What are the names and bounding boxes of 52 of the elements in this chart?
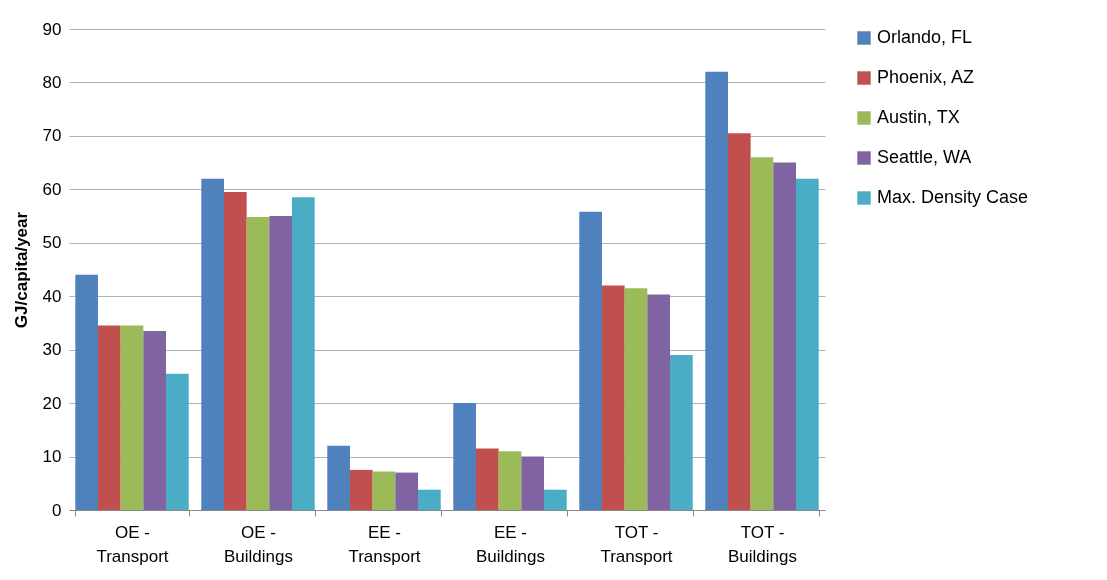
bar [269, 216, 293, 510]
bar [624, 288, 648, 510]
bar [143, 330, 167, 510]
bar [75, 274, 98, 510]
bar [796, 178, 819, 510]
bar [521, 456, 545, 510]
bar [647, 294, 671, 510]
bar [773, 162, 797, 510]
bar [705, 71, 728, 510]
bar [201, 178, 224, 510]
bar [750, 157, 774, 510]
x-tick-label: OE - Transport [96, 522, 169, 566]
y-tick-label: 80 [42, 72, 62, 92]
bar [475, 448, 499, 510]
legend-label: Austin, TX [877, 107, 960, 127]
bar [544, 489, 567, 510]
y-tick-label: 10 [42, 447, 62, 467]
bar [395, 472, 419, 510]
x-tick-label: OE - Buildings [224, 522, 293, 566]
legend-label: Seattle, WA [877, 147, 972, 167]
y-tick-label: 40 [42, 286, 62, 306]
legend-label: Phoenix, AZ [877, 67, 975, 87]
bar [418, 489, 441, 510]
bar [670, 355, 693, 510]
bar [498, 451, 522, 510]
y-tick-label: 20 [42, 393, 62, 413]
x-tick-label: TOT - Transport [600, 522, 673, 566]
bar [579, 211, 602, 510]
bar [349, 469, 373, 510]
bar [97, 325, 121, 510]
bar [246, 217, 270, 510]
x-tick-label: EE - Buildings [476, 522, 545, 566]
y-tick-label: 90 [42, 19, 62, 39]
bar [601, 285, 625, 510]
legend-label: Orlando, FL [877, 27, 973, 47]
x-tick-label: TOT - Buildings [728, 522, 797, 566]
y-axis-title: GJ/capita/year [11, 211, 31, 329]
bar [327, 445, 350, 510]
legend-label: Max. Density Case [877, 187, 1029, 207]
bar [372, 471, 396, 510]
x-tick-label: EE - Transport [348, 522, 421, 566]
bar [120, 325, 144, 510]
y-tick-label: 50 [42, 233, 62, 253]
bar [453, 403, 476, 510]
bar [727, 133, 751, 510]
y-tick-label: 60 [42, 179, 62, 199]
y-tick-label: 30 [42, 340, 62, 360]
bar [166, 373, 189, 510]
y-tick-label: 70 [42, 126, 62, 146]
bar [223, 192, 247, 510]
bar [292, 197, 315, 510]
y-tick-label: 0 [52, 500, 62, 520]
